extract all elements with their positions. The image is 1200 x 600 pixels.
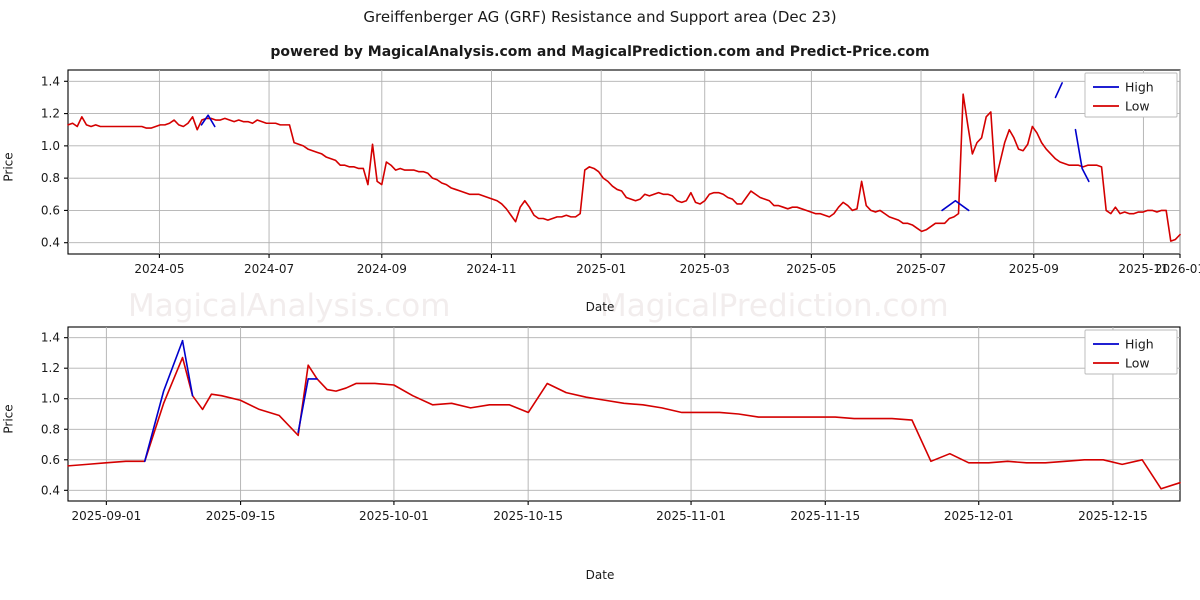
- y-tick-label: 0.6: [41, 453, 60, 467]
- x-tick-label: 2024-11: [466, 262, 516, 276]
- legend-item-high-label: High: [1125, 80, 1154, 95]
- x-tick-label: 2024-05: [134, 262, 184, 276]
- y-tick-label: 1.4: [41, 331, 60, 345]
- chart-legend: High Low: [1084, 72, 1178, 118]
- x-tick-label: 2025-10-15: [493, 509, 563, 523]
- legend-item-high-label: High: [1125, 337, 1154, 352]
- series-high-line: [941, 199, 970, 212]
- legend-item-low-label: Low: [1125, 356, 1150, 371]
- x-tick-label: 2025-12-15: [1078, 509, 1148, 523]
- y-tick-label: 1.2: [41, 107, 60, 121]
- x-tick-label: 2024-07: [244, 262, 294, 276]
- y-tick-label: 1.4: [41, 74, 60, 88]
- x-axis-label-bottom: Date: [585, 568, 615, 582]
- plot-frame: [67, 326, 1181, 502]
- y-tick-label: 0.8: [41, 171, 60, 185]
- x-tick-label: 2025-01: [576, 262, 626, 276]
- y-tick-label: 1.2: [41, 361, 60, 375]
- y-axis-label-top: Price: [1, 152, 16, 182]
- series-high-line: [200, 114, 216, 128]
- series-low-line: [67, 356, 1181, 490]
- y-tick-label: 1.0: [41, 392, 60, 406]
- y-tick-label: 0.4: [41, 483, 60, 497]
- y-tick-label: 1.0: [41, 139, 60, 153]
- series-high-line: [297, 378, 309, 434]
- x-tick-label: 2025-07: [896, 262, 946, 276]
- chart-panel-top: 0.4 0.6 0.8 1.0 1.2 1.4 2024-05 2024-07 2024-09 2…: [41, 69, 1200, 278]
- legend-item-low-label: Low: [1125, 99, 1150, 114]
- x-tick-label: 2025-11-01: [656, 509, 726, 523]
- series-low-line: [67, 93, 1181, 242]
- price-chart-bottom: 0.4 0.6 0.8 1.0 1.2 1.4 2025-09-01 2025-09-15 20…: [41, 326, 1181, 523]
- chart-panel-bottom: 0.4 0.6 0.8 1.0 1.2 1.4 2025-09-01 2025-09-15 20…: [41, 326, 1181, 525]
- x-tick-label: 2026-01: [1155, 262, 1200, 276]
- x-tick-label: 2024-09: [357, 262, 407, 276]
- x-tick-label: 2025-09-15: [206, 509, 276, 523]
- y-axis-label-bottom: Price: [1, 404, 16, 434]
- price-chart-top: 0.4 0.6 0.8 1.0 1.2 1.4 2024-05 2024-07 2024-09 2…: [41, 69, 1200, 276]
- series-high-line: [1054, 82, 1063, 99]
- x-tick-label: 2025-12-01: [944, 509, 1014, 523]
- series-high-line: [143, 339, 184, 463]
- y-tick-label: 0.6: [41, 203, 60, 217]
- x-tick-label: 2025-03: [680, 262, 730, 276]
- x-tick-label: 2025-09-01: [71, 509, 141, 523]
- x-tick-label: 2025-11-15: [790, 509, 860, 523]
- x-axis-label-top: Date: [585, 300, 615, 314]
- x-tick-label: 2025-05: [786, 262, 836, 276]
- series-high-line: [181, 339, 194, 397]
- page-title: Greiffenberger AG (GRF) Resistance and S…: [363, 8, 837, 26]
- x-tick-label: 2025-09: [1009, 262, 1059, 276]
- page-subtitle: powered by MagicalAnalysis.com and Magic…: [270, 44, 930, 60]
- y-tick-label: 0.8: [41, 422, 60, 436]
- chart-legend: High Low: [1084, 329, 1178, 375]
- y-tick-label: 0.4: [41, 236, 60, 250]
- x-tick-label: 2025-11: [1118, 262, 1168, 276]
- x-tick-label: 2025-10-01: [359, 509, 429, 523]
- series-high-line: [1074, 128, 1090, 183]
- plot-frame: [67, 69, 1181, 255]
